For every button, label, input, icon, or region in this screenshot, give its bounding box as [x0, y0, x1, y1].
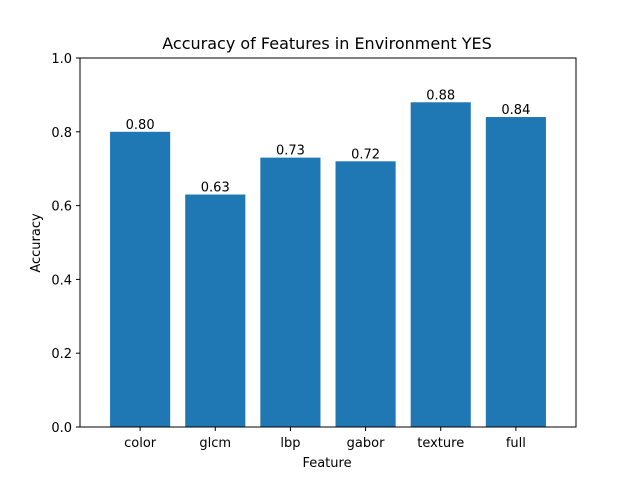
bar-glcm [185, 194, 246, 427]
x-tick-label: gabor [347, 436, 385, 451]
y-tick-label: 0.0 [51, 421, 72, 436]
bar-value-label: 0.88 [426, 88, 455, 103]
x-tick-label: lbp [280, 436, 300, 451]
bar-color [110, 131, 171, 428]
bars: 0.80 0.63 0.73 0.72 0.88 0.84 [110, 88, 546, 428]
x-axis-label: Feature [302, 456, 351, 471]
bar-texture [410, 102, 471, 427]
bar-value-label: 0.72 [351, 147, 380, 162]
bar-gabor [335, 161, 396, 427]
chart-title: Accuracy of Features in Environment YES [162, 34, 491, 53]
y-tick-label: 0.2 [51, 347, 72, 362]
y-tick-label: 0.4 [51, 273, 72, 288]
bar-value-label: 0.80 [126, 118, 155, 133]
x-tick-label: color [124, 436, 157, 451]
y-tick-label: 1.0 [51, 52, 72, 67]
x-tick-label: full [506, 436, 526, 451]
y-axis-label: Accuracy [29, 213, 44, 273]
bar-lbp [260, 157, 321, 427]
bar-value-label: 0.73 [276, 144, 305, 159]
bar-value-label: 0.63 [201, 181, 230, 196]
x-axis: color glcm lbp gabor texture full [124, 427, 526, 451]
y-tick-label: 0.8 [51, 126, 72, 141]
bar-value-label: 0.84 [501, 103, 530, 118]
plot-frame [79, 57, 577, 428]
bar-full [485, 117, 546, 427]
x-tick-label: glcm [199, 436, 231, 451]
y-tick-label: 0.6 [51, 200, 72, 215]
x-tick-label: texture [417, 436, 464, 451]
y-axis: 0.0 0.2 0.4 0.6 0.8 1.0 [51, 52, 80, 436]
